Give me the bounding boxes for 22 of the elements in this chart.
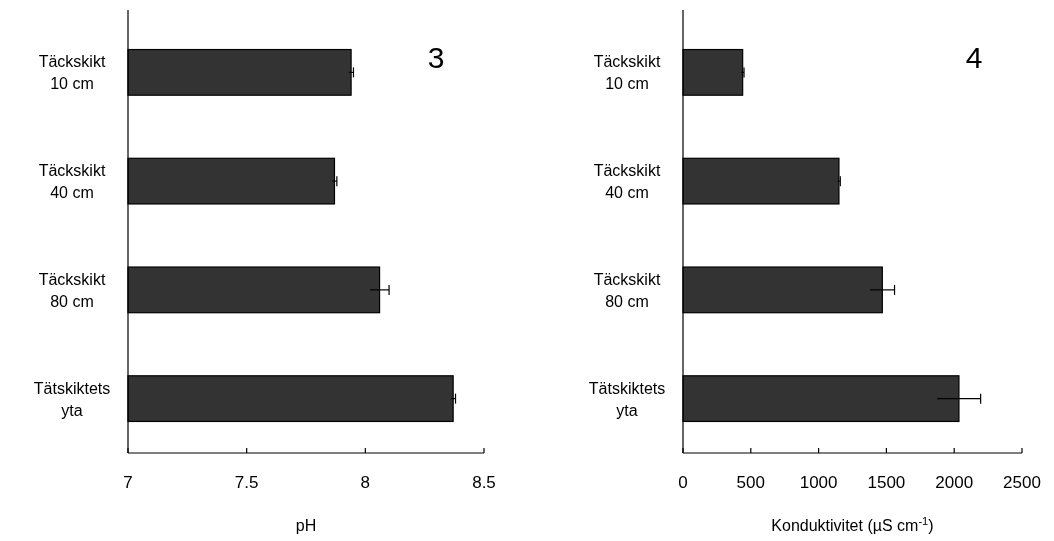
y-tick-label: Tätskiktets yta <box>588 379 666 419</box>
y-tick-label: Täckskikt 80 cm <box>593 270 661 310</box>
x-axis-title: Konduktivitet (µS cm$^{-1}$) <box>771 515 934 534</box>
x-tick-label: 1000 <box>799 473 838 492</box>
y-tick-label: Täckskikt 40 cm <box>38 162 106 202</box>
x-axis-title: pH <box>295 517 317 534</box>
y-tick-label: Täckskikt 40 cm <box>593 162 661 202</box>
x-tick-label: 2000 <box>935 473 974 492</box>
y-tick-label: Täckskikt 10 cm <box>38 53 106 93</box>
x-tick-label: 7 <box>123 473 133 492</box>
x-tick-label: 0 <box>678 473 688 492</box>
x-tick-label: 2500 <box>1003 473 1041 492</box>
x-tick-label: 1500 <box>867 473 906 492</box>
text: 4 <box>965 41 983 74</box>
x-tick-label: 8 <box>360 473 371 492</box>
x-tick-label: 8.5 <box>472 473 496 492</box>
y-tick-label: Täckskikt 10 cm <box>593 53 661 93</box>
y-tick-label: Täckskikt 80 cm <box>38 270 106 310</box>
x-tick-label: 500 <box>736 473 765 492</box>
text: 3 <box>427 41 445 74</box>
x-tick-label: 7.5 <box>234 473 259 492</box>
y-tick-label: Tätskiktets yta <box>33 379 111 419</box>
